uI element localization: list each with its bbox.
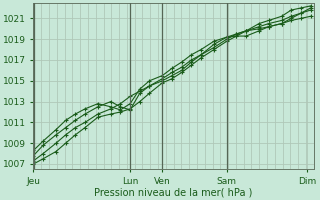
X-axis label: Pression niveau de la mer( hPa ): Pression niveau de la mer( hPa ): [94, 187, 253, 197]
